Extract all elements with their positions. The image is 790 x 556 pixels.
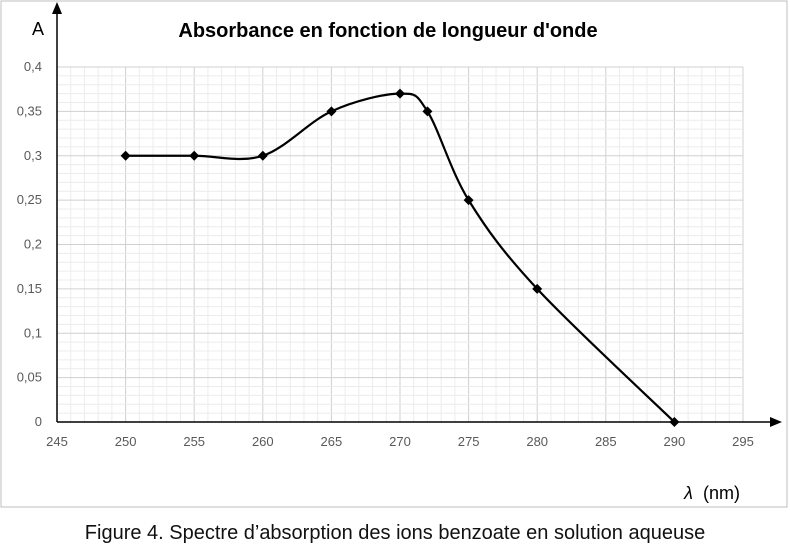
x-tick-label: 280 bbox=[526, 434, 548, 449]
data-point bbox=[326, 106, 337, 117]
x-tick-label: 245 bbox=[46, 434, 68, 449]
x-tick-label: 255 bbox=[183, 434, 205, 449]
x-tick-label: 275 bbox=[458, 434, 480, 449]
data-point bbox=[257, 150, 268, 161]
x-axis-arrow bbox=[770, 417, 782, 427]
x-tick-label: 250 bbox=[115, 434, 137, 449]
figure-caption: Figure 4. Spectre d’absorption des ions … bbox=[84, 522, 706, 544]
y-axis-arrow bbox=[52, 2, 62, 14]
data-point bbox=[669, 417, 680, 427]
y-tick-label: 0,15 bbox=[17, 281, 42, 296]
y-tick-label: 0,05 bbox=[17, 370, 42, 385]
y-tick-label: 0,4 bbox=[24, 59, 42, 74]
data-point bbox=[463, 195, 474, 206]
x-axis-label: λ (nm) bbox=[683, 483, 740, 503]
x-tick-label: 285 bbox=[595, 434, 617, 449]
x-tick-label: 270 bbox=[389, 434, 411, 449]
chart-svg: Absorbance en fonction de longueur d'ond… bbox=[0, 0, 788, 508]
svg-text:λ (nm): λ (nm) bbox=[683, 483, 740, 503]
data-point bbox=[532, 283, 543, 294]
data-point bbox=[422, 106, 433, 117]
x-axis-symbol: λ bbox=[683, 483, 693, 503]
y-tick-label: 0,25 bbox=[17, 192, 42, 207]
data-point bbox=[395, 88, 405, 99]
y-tick-label: 0,1 bbox=[24, 325, 42, 340]
series bbox=[120, 88, 680, 427]
x-tick-label: 265 bbox=[321, 434, 343, 449]
data-point bbox=[120, 150, 131, 161]
chart-frame: Absorbance en fonction de longueur d'ond… bbox=[0, 0, 788, 508]
y-tick-label: 0,2 bbox=[24, 237, 42, 252]
y-axis-label: A bbox=[32, 19, 44, 39]
grid bbox=[56, 66, 744, 423]
y-tick-label: 0 bbox=[35, 414, 42, 429]
x-tick-label: 260 bbox=[252, 434, 274, 449]
chart-title: Absorbance en fonction de longueur d'ond… bbox=[178, 20, 597, 42]
data-point bbox=[189, 150, 200, 161]
x-tick-label: 290 bbox=[664, 434, 686, 449]
chart-border bbox=[0, 0, 788, 508]
tick-labels: 245 250 255 260 265 270 275 280 285 290 295 0 0,05 0,… bbox=[17, 59, 754, 449]
x-axis-unit: (nm) bbox=[703, 483, 740, 503]
y-tick-label: 0,3 bbox=[24, 148, 42, 163]
x-tick-label: 295 bbox=[732, 434, 754, 449]
axes bbox=[52, 2, 782, 427]
y-tick-label: 0,35 bbox=[17, 103, 42, 118]
